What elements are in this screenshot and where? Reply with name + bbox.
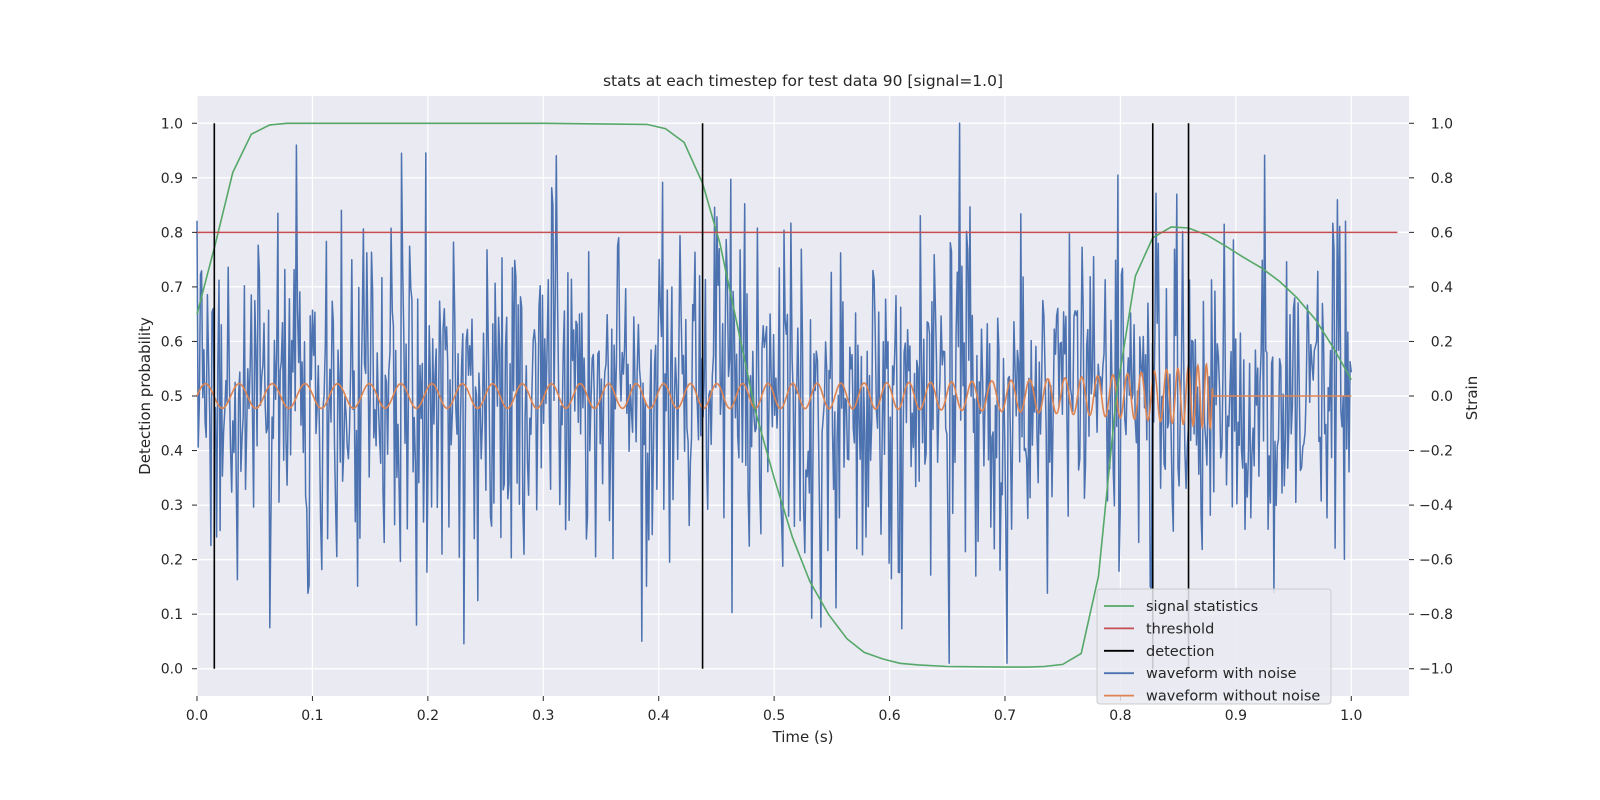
x-tick-label: 0.1 [301, 708, 323, 724]
series-waveform-without-noise [196, 362, 1352, 431]
x-tick-label: 0.0 [186, 708, 208, 724]
legend-label: detection [1146, 644, 1214, 660]
y2-tick-label: −0.4 [1419, 498, 1453, 514]
y-tick-label: 0.2 [161, 553, 183, 569]
legend-label: waveform with noise [1146, 666, 1297, 682]
y-tick-label: 0.1 [161, 607, 183, 623]
x-tick-label: 0.6 [878, 708, 900, 724]
y2-tick-label: 0.0 [1431, 389, 1453, 405]
y-tick-label: 0.4 [161, 444, 183, 460]
chart-title: stats at each timestep for test data 90 … [603, 72, 1003, 90]
x-tick-label: 0.3 [532, 708, 554, 724]
y2-tick-label: −1.0 [1419, 662, 1453, 678]
y-tick-label: 0.7 [161, 280, 183, 296]
legend-box [1096, 588, 1332, 705]
legend-label: waveform without noise [1146, 689, 1320, 705]
legend-label: threshold [1146, 621, 1214, 637]
legend-label: signal statistics [1146, 599, 1258, 615]
y2-tick-label: −0.8 [1419, 607, 1453, 623]
series-signal-statistics [196, 122, 1352, 668]
y2-tick-label: 0.2 [1431, 334, 1453, 350]
x-tick-label: 0.8 [1109, 708, 1131, 724]
x-axis-label: Time (s) [772, 728, 834, 746]
y-axis-right: −1.0 −0.8 −0.6 −0.4 −0.2 0.0 0.2 0.4 0.6 0.8 1.0 [1409, 116, 1453, 678]
y-axis-label: Detection probability [136, 317, 154, 475]
y2-tick-label: 0.8 [1431, 171, 1453, 187]
y-tick-label: 1.0 [161, 116, 183, 132]
y-tick-label: 0.8 [161, 225, 183, 241]
y-tick-label: 0.9 [161, 171, 183, 187]
y2-tick-label: 0.6 [1431, 225, 1453, 241]
y2-axis-label: Strain [1463, 376, 1481, 420]
y-axis-left: 0.0 0.1 0.2 0.3 0.4 0.5 0.6 0.7 0.8 0.9 1.0 [161, 116, 197, 678]
y-tick-label: 0.5 [161, 389, 183, 405]
y2-tick-label: −0.6 [1419, 553, 1453, 569]
x-tick-label: 0.4 [648, 708, 670, 724]
y-tick-label: 0.6 [161, 334, 183, 350]
x-tick-label: 0.7 [994, 708, 1016, 724]
y2-tick-label: 1.0 [1431, 116, 1453, 132]
y2-tick-label: 0.4 [1431, 280, 1453, 296]
x-axis: 0.0 0.1 0.2 0.3 0.4 0.5 0.6 0.7 0.8 0.9 1.0 [186, 696, 1362, 724]
x-tick-label: 0.9 [1225, 708, 1247, 724]
x-tick-label: 0.2 [417, 708, 439, 724]
y-tick-label: 0.3 [161, 498, 183, 514]
y-tick-label: 0.0 [161, 662, 183, 678]
series-waveform-with-noise [196, 122, 1353, 665]
series-layer [196, 122, 1398, 669]
legend: signal statistics threshold detection wavef… [1096, 588, 1332, 705]
x-tick-label: 1.0 [1340, 708, 1362, 724]
x-tick-label: 0.5 [763, 708, 785, 724]
y2-tick-label: −0.2 [1419, 444, 1453, 460]
